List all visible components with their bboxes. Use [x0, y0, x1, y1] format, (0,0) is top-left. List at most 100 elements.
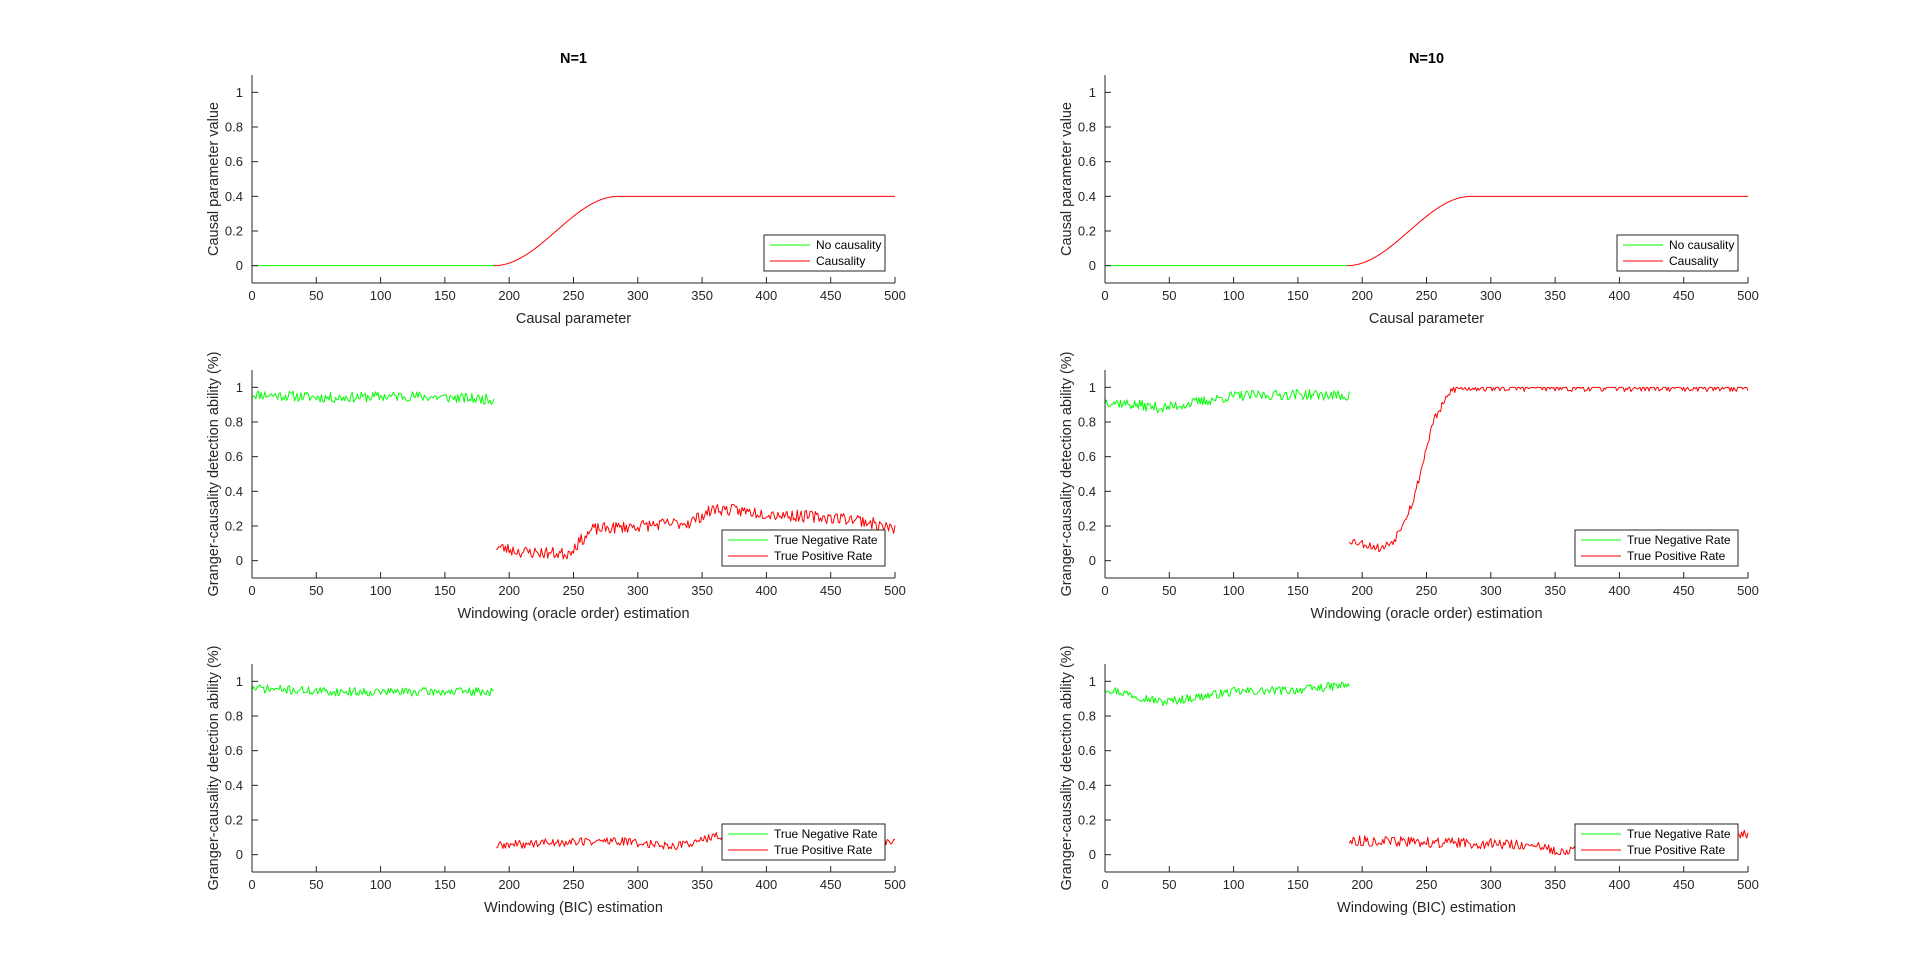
series-line-causality [1346, 195, 1748, 267]
x-tick-label: 300 [627, 877, 649, 892]
x-tick-label: 250 [563, 288, 585, 303]
y-tick-label: 0.8 [225, 709, 243, 724]
series-line-true-negative-rate [1104, 681, 1350, 707]
y-tick-label: 0.4 [225, 778, 243, 793]
x-tick-label: 250 [1416, 288, 1438, 303]
y-tick-label: 0.4 [225, 484, 243, 499]
x-tick-label: 150 [1287, 288, 1309, 303]
x-tick-label: 50 [1162, 877, 1176, 892]
x-tick-label: 50 [309, 288, 323, 303]
y-tick-label: 1 [1089, 380, 1096, 395]
x-tick-label: 450 [1673, 877, 1695, 892]
y-tick-label: 0.8 [1078, 120, 1096, 135]
legend: True Negative Rate True Positive Rate [1574, 823, 1739, 861]
legend: True Negative Rate True Positive Rate [1574, 529, 1739, 567]
legend-box [1574, 823, 1739, 861]
y-tick-label: 0.6 [225, 449, 243, 464]
x-tick-label: 200 [1351, 583, 1373, 598]
y-tick-label: 0.6 [1078, 449, 1096, 464]
series-group [1104, 386, 1749, 553]
x-tick-label: 0 [1101, 288, 1108, 303]
x-tick-label: 150 [434, 583, 456, 598]
x-tick-label: 50 [1162, 583, 1176, 598]
y-tick-label: 1 [1089, 674, 1096, 689]
y-tick-label: 0.2 [225, 224, 243, 239]
legend-box [1574, 529, 1739, 567]
y-tick-label: 1 [236, 85, 243, 100]
x-tick-label: 0 [1101, 877, 1108, 892]
x-axis-label: Causal parameter [1369, 311, 1484, 327]
x-tick-label: 300 [627, 288, 649, 303]
x-tick-label: 100 [1223, 877, 1245, 892]
legend-label: True Negative Rate [1627, 533, 1731, 547]
y-tick-label: 0 [1089, 258, 1096, 273]
x-tick-label: 100 [370, 583, 392, 598]
series-line-true-positive-rate [496, 503, 896, 560]
y-tick-label: 0 [1089, 847, 1096, 862]
chart-n10-causal: N=10 0 50 100 150 200 250 300 350 400 450 500 0 0.2 0.… [1059, 51, 1759, 327]
x-tick-label: 350 [1544, 583, 1566, 598]
y-tick-label: 0.6 [225, 154, 243, 169]
x-tick-label: 250 [1416, 877, 1438, 892]
series-group [252, 195, 895, 267]
x-tick-label: 200 [498, 583, 520, 598]
x-tick-label: 200 [498, 288, 520, 303]
chart-n1-oracle: 0 50 100 150 200 250 300 350 400 450 500 0 0.2 0.4 0.6… [206, 352, 906, 623]
y-tick-label: 0.2 [1078, 813, 1096, 828]
x-tick-label: 500 [884, 877, 906, 892]
x-tick-label: 100 [1223, 288, 1245, 303]
x-tick-label: 500 [884, 583, 906, 598]
y-tick-label: 0.8 [225, 120, 243, 135]
x-tick-label: 200 [1351, 288, 1373, 303]
x-tick-label: 300 [1480, 583, 1502, 598]
legend: No causality Causality [763, 234, 886, 272]
y-axis-label: Granger-causality detection ability (%) [206, 646, 222, 891]
x-axis-label: Windowing (oracle order) estimation [457, 606, 689, 622]
x-tick-label: 150 [1287, 583, 1309, 598]
x-tick-label: 500 [1737, 877, 1759, 892]
x-tick-label: 250 [563, 583, 585, 598]
x-axis-label: Windowing (BIC) estimation [484, 900, 663, 916]
y-tick-label: 0.2 [1078, 519, 1096, 534]
legend-label: True Positive Rate [774, 549, 873, 563]
x-tick-label: 0 [1101, 583, 1108, 598]
x-tick-label: 450 [1673, 583, 1695, 598]
chart-n10-bic: 0 50 100 150 200 250 300 350 400 450 500 0 0.2 0.4 0.6… [1059, 646, 1759, 917]
x-axis-label: Windowing (oracle order) estimation [1310, 606, 1542, 622]
series-line-true-positive-rate [1348, 386, 1749, 553]
y-tick-label: 0 [236, 847, 243, 862]
series-line-true-negative-rate [251, 684, 495, 697]
x-tick-label: 400 [1609, 583, 1631, 598]
x-tick-label: 150 [434, 877, 456, 892]
chart-title: N=10 [1409, 51, 1444, 67]
x-tick-label: 500 [1737, 583, 1759, 598]
y-tick-label: 0.4 [1078, 484, 1096, 499]
y-axis-label: Granger-causality detection ability (%) [1059, 646, 1075, 891]
y-tick-label: 1 [1089, 85, 1096, 100]
legend-label: True Negative Rate [774, 533, 878, 547]
x-tick-label: 450 [820, 877, 842, 892]
y-axis-label: Granger-causality detection ability (%) [1059, 352, 1075, 597]
x-tick-label: 250 [563, 877, 585, 892]
x-tick-label: 200 [498, 877, 520, 892]
x-tick-label: 450 [820, 288, 842, 303]
x-tick-label: 500 [884, 288, 906, 303]
x-tick-label: 500 [1737, 288, 1759, 303]
y-tick-label: 0.8 [225, 415, 243, 430]
x-tick-label: 350 [1544, 877, 1566, 892]
legend-box [721, 823, 886, 861]
legend-label: True Positive Rate [1627, 549, 1726, 563]
y-tick-label: 0.2 [225, 519, 243, 534]
x-tick-label: 300 [627, 583, 649, 598]
x-tick-label: 400 [756, 288, 778, 303]
y-tick-label: 0 [1089, 553, 1096, 568]
y-tick-label: 0.6 [225, 743, 243, 758]
y-tick-label: 0.4 [1078, 778, 1096, 793]
x-tick-label: 450 [820, 583, 842, 598]
y-tick-label: 0.2 [225, 813, 243, 828]
x-tick-label: 400 [1609, 877, 1631, 892]
y-tick-label: 1 [236, 674, 243, 689]
chart-n1-causal: N=1 0 50 100 150 200 250 300 350 400 450 500 0 0.2 0.4… [206, 51, 906, 327]
y-axis-label: Causal parameter value [206, 102, 222, 256]
